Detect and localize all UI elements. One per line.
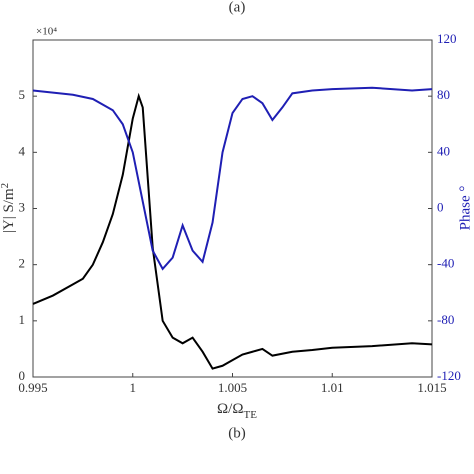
series-line — [32, 92, 433, 370]
x-label-main: Ω/Ω — [217, 401, 243, 417]
x-tick-label: 1.01 — [321, 380, 344, 395]
plot-frame — [32, 39, 433, 378]
y2-axis-label: Phase ° — [457, 186, 473, 231]
y2-tick-label: -40 — [437, 256, 454, 271]
x-tick-label: 1.015 — [417, 380, 446, 395]
y-multiplier: ×10⁴ — [36, 26, 57, 38]
y-tick-label: 2 — [19, 256, 26, 271]
y2-tick-label: -120 — [437, 368, 461, 383]
panel-label: (b) — [228, 425, 246, 441]
y-axis-label: |Y| S/m2 — [0, 183, 17, 233]
panel-label-top: (a) — [229, 0, 246, 15]
x-tick-label: 0.995 — [18, 380, 47, 395]
x-tick-label: 1.005 — [218, 380, 247, 395]
y-label-main: |Y| S/m — [1, 188, 17, 233]
y-label-sup: 2 — [0, 183, 11, 189]
x-label-sub: TE — [244, 409, 258, 421]
y-tick-label: 3 — [19, 199, 26, 214]
y2-tick-label: 120 — [437, 31, 457, 46]
series-line — [32, 86, 433, 271]
y2-tick-label: 80 — [437, 87, 450, 102]
y-tick-label: 5 — [19, 87, 26, 102]
x-tick-label: 1 — [130, 380, 137, 395]
y2-tick-label: -80 — [437, 312, 454, 327]
y2-tick-label: 40 — [437, 143, 450, 158]
y-tick-label: 4 — [19, 143, 26, 158]
y-tick-label: 0 — [19, 368, 26, 383]
x-axis-label: Ω/ΩTE — [217, 401, 257, 420]
y-tick-label: 1 — [19, 312, 26, 327]
y2-tick-label: 0 — [437, 199, 444, 214]
